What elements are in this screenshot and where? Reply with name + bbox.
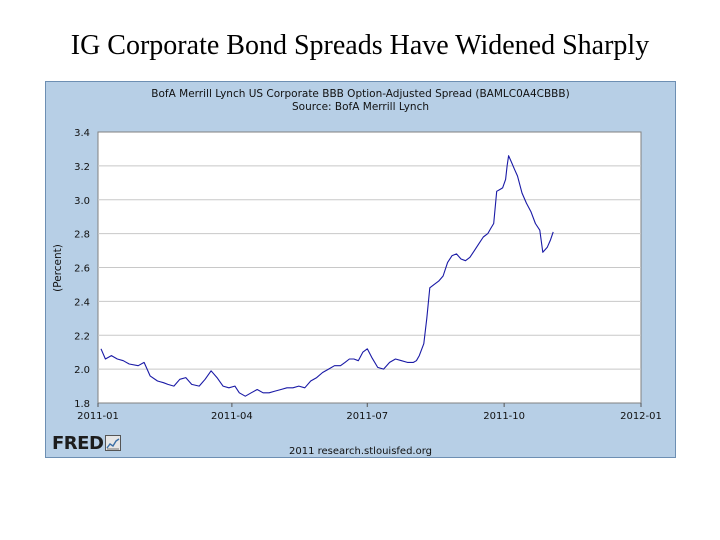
x-tick-label: 2011-04 <box>211 411 253 422</box>
fred-graph-panel: BofA Merrill Lynch US Corporate BBB Opti… <box>45 81 676 458</box>
y-tick-label: 3.2 <box>74 162 90 173</box>
fred-logo: FRED <box>52 432 122 454</box>
source-credit: 2011 research.stlouisfed.org <box>288 446 433 457</box>
y-tick-label: 1.8 <box>74 399 90 410</box>
x-tick-label: 2011-01 <box>77 411 119 422</box>
x-tick-label: 2011-07 <box>346 411 388 422</box>
y-tick-label: 2.0 <box>74 365 90 376</box>
y-tick-label: 3.4 <box>74 128 90 139</box>
chart-subtitle: Source: BofA Merrill Lynch <box>291 101 430 113</box>
y-tick-label: 2.8 <box>74 230 90 241</box>
chart-title-block: BofA Merrill Lynch US Corporate BBB Opti… <box>46 88 675 114</box>
slide-title: IG Corporate Bond Spreads Have Widened S… <box>70 30 650 61</box>
x-tick-label: 2012-01 <box>620 411 662 422</box>
line-chart: 1.8 2.0 2.2 2.4 2.6 2.8 3.0 3.2 3.4 2011-01 2011-0… <box>52 128 662 422</box>
fred-logo-text: FRED <box>52 432 104 454</box>
y-tick-label: 3.0 <box>74 196 90 207</box>
chart-icon <box>105 435 122 451</box>
y-tick-label: 2.4 <box>74 297 90 308</box>
series-line <box>100 155 554 397</box>
y-axis-label: (Percent) <box>52 244 64 292</box>
chart-title: BofA Merrill Lynch US Corporate BBB Opti… <box>151 88 570 100</box>
y-tick-label: 2.6 <box>74 264 90 275</box>
y-tick-label: 2.2 <box>74 331 90 342</box>
x-tick-label: 2011-10 <box>483 411 525 422</box>
